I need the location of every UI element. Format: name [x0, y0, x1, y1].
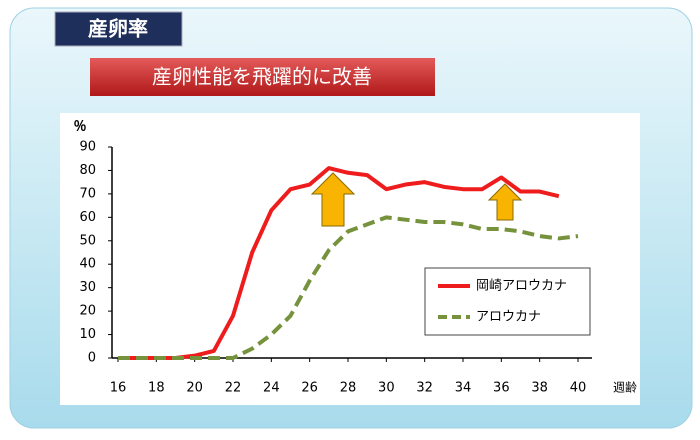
x-tick-label: 36 — [493, 381, 510, 396]
x-tick-label: 26 — [301, 381, 318, 396]
y-tick-label: 20 — [79, 304, 96, 319]
x-tick-label: 24 — [263, 381, 280, 396]
series-line — [118, 215, 579, 360]
y-tick-label: 0 — [88, 351, 96, 366]
y-tick-label: 90 — [79, 140, 96, 155]
title-box — [54, 11, 183, 47]
plot-area — [60, 113, 640, 405]
legend-label: アロウカナ — [476, 310, 541, 325]
x-tick-label: 22 — [225, 381, 242, 396]
subtitle-banner — [90, 58, 435, 96]
x-tick-label: 40 — [570, 381, 587, 396]
y-tick-label: 50 — [79, 233, 96, 248]
y-tick-label: 30 — [79, 280, 96, 295]
y-tick-label: 70 — [79, 186, 96, 201]
legend — [424, 267, 591, 336]
x-tick-label: 16 — [110, 381, 127, 396]
x-tick-label: 38 — [531, 381, 548, 396]
x-axis-label: 週齢 — [613, 380, 637, 395]
y-tick-label: 10 — [79, 327, 96, 342]
y-tick-label: 80 — [79, 163, 96, 178]
x-tick-label: 18 — [148, 381, 165, 396]
y-tick-label: 60 — [79, 210, 96, 225]
arrow-icon — [310, 172, 356, 227]
x-tick-label: 28 — [340, 381, 357, 396]
subtitle: 産卵性能を飛躍的に改善 — [152, 65, 372, 89]
chart-title: 産卵率 — [88, 17, 148, 41]
x-tick-label: 34 — [455, 381, 472, 396]
x-tick-label: 20 — [186, 381, 203, 396]
legend-label: 岡崎アロウカナ — [476, 279, 567, 294]
y-axis-label: ％ — [73, 120, 86, 135]
x-tick-label: 30 — [378, 381, 395, 396]
x-tick-label: 32 — [416, 381, 433, 396]
arrow-icon — [487, 183, 523, 221]
y-tick-label: 40 — [79, 257, 96, 272]
